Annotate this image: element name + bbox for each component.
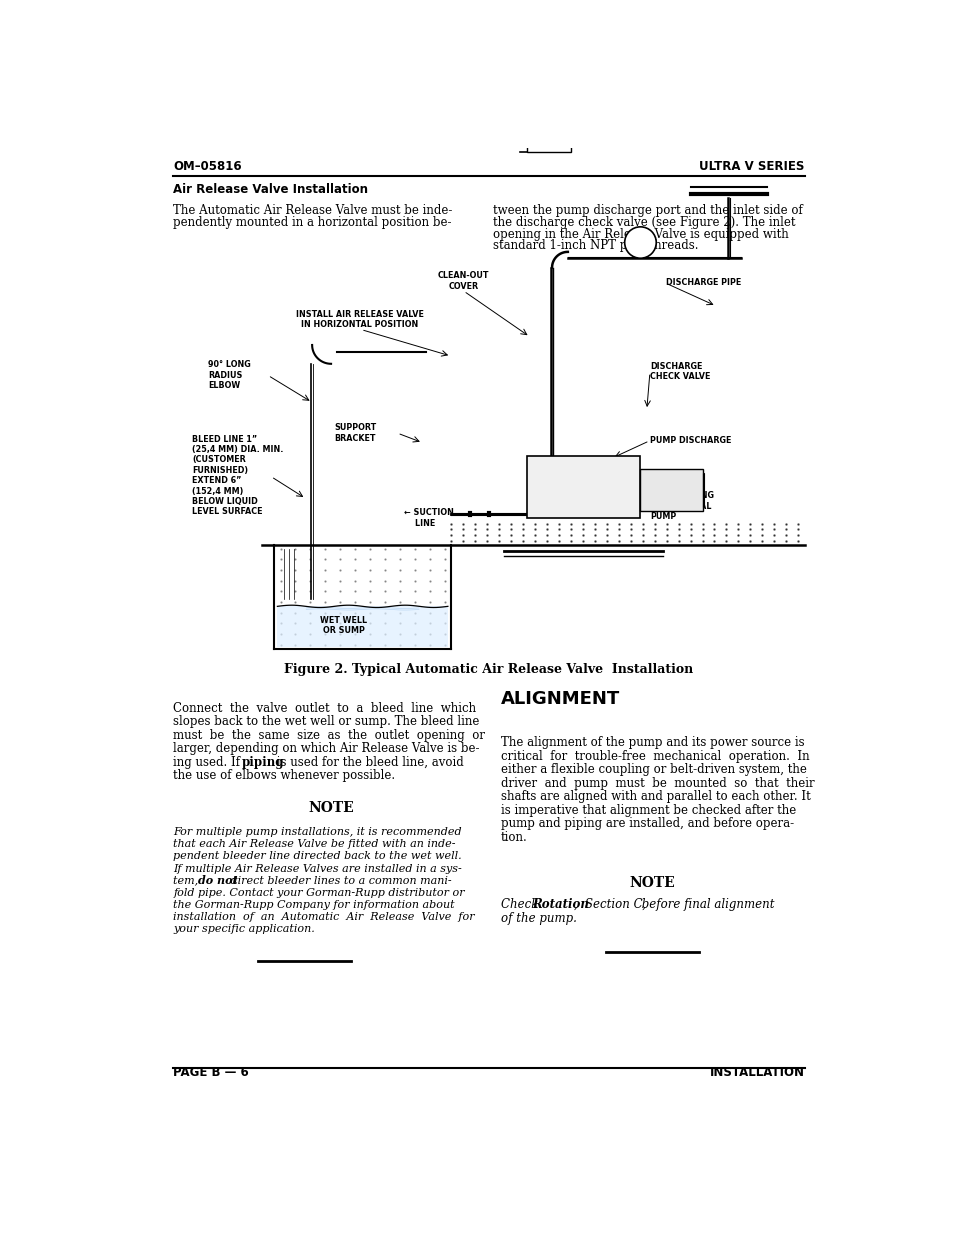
Bar [173,268,803,652]
Text: slopes back to the wet well or sump. The bleed line: slopes back to the wet well or sump. The… [173,715,479,729]
Text: either a flexible coupling or belt-driven system, the: either a flexible coupling or belt-drive… [500,763,805,777]
Text: INSTALLATION: INSTALLATION [709,1066,803,1079]
Text: SELF-PRIMING
CENTRIFUGAL
PUMP: SELF-PRIMING CENTRIFUGAL PUMP [649,492,713,521]
Text: piping: piping [241,756,284,768]
Bar [526,137,571,152]
Text: Check: Check [500,898,541,911]
Text: pendent bleeder line directed back to the wet well.: pendent bleeder line directed back to th… [173,851,461,861]
Text: PAGE B — 6: PAGE B — 6 [173,1066,249,1079]
Text: larger, depending on which Air Release Valve is be-: larger, depending on which Air Release V… [173,742,479,756]
Text: SUPPORT
BRACKET: SUPPORT BRACKET [334,424,376,443]
Text: PUMP DISCHARGE: PUMP DISCHARGE [649,436,731,446]
Text: your specific application.: your specific application. [173,924,314,935]
Text: is used for the bleed line, avoid: is used for the bleed line, avoid [274,756,463,768]
Text: Rotation: Rotation [532,898,588,911]
Text: the use of elbows whenever possible.: the use of elbows whenever possible. [173,769,395,782]
Text: fold pipe. Contact your Gorman-Rupp distributor or: fold pipe. Contact your Gorman-Rupp dist… [173,888,464,898]
Text: of the pump.: of the pump. [500,911,576,925]
Text: NOTE: NOTE [629,876,675,889]
Text: If multiple Air Release Valves are installed in a sys-: If multiple Air Release Valves are insta… [173,863,461,873]
Text: DISCHARGE
CHECK VALVE: DISCHARGE CHECK VALVE [649,362,710,382]
Text: tem,: tem, [173,876,202,885]
Text: pump and piping are installed, and before opera-: pump and piping are installed, and befor… [500,818,793,830]
Text: do not: do not [197,874,237,885]
Text: Air Release Valve Installation: Air Release Valve Installation [173,183,368,196]
Text: tween the pump discharge port and the inlet side of: tween the pump discharge port and the in… [493,204,801,216]
Text: direct bleeder lines to a common mani-: direct bleeder lines to a common mani- [227,876,451,885]
Text: shafts are aligned with and parallel to each other. It: shafts are aligned with and parallel to … [500,790,809,804]
Text: opening in the Air Release Valve is equipped with: opening in the Air Release Valve is equi… [493,227,788,241]
Text: ALIGNMENT: ALIGNMENT [500,690,619,708]
Bar [526,456,639,517]
Text: For multiple pump installations, it is recommended: For multiple pump installations, it is r… [173,827,461,837]
Text: is imperative that alignment be checked after the: is imperative that alignment be checked … [500,804,795,816]
Text: driver  and  pump  must  be  mounted  so  that  their: driver and pump must be mounted so that … [500,777,813,790]
Text: ,: , [574,898,581,911]
Text: CLEAN-OUT
COVER: CLEAN-OUT COVER [437,272,489,290]
Text: the discharge check valve (see Figure 2). The inlet: the discharge check valve (see Figure 2)… [493,216,795,228]
Text: must  be  the  same  size  as  the  outlet  opening  or: must be the same size as the outlet open… [173,729,485,742]
Text: NOTE: NOTE [308,802,354,815]
Text: BLEED LINE 1”
(25,4 MM) DIA. MIN.
(CUSTOMER
FURNISHED)
EXTEND 6”
(152,4 MM)
BELO: BLEED LINE 1” (25,4 MM) DIA. MIN. (CUSTO… [192,435,283,516]
Text: ULTRA V SERIES: ULTRA V SERIES [699,159,803,173]
Text: DISCHARGE PIPE: DISCHARGE PIPE [665,278,740,288]
Text: WET WELL
OR SUMP: WET WELL OR SUMP [320,616,367,635]
Text: before final alignment: before final alignment [637,898,773,911]
Text: The Automatic Air Release Valve must be inde-: The Automatic Air Release Valve must be … [173,204,452,216]
Circle shape [624,227,656,258]
Text: The alignment of the pump and its power source is: The alignment of the pump and its power … [500,736,803,750]
Text: that each Air Release Valve be fitted with an inde-: that each Air Release Valve be fitted wi… [173,840,456,850]
Text: ing used. If: ing used. If [173,756,244,768]
Bar [277,606,447,647]
Text: Figure 2. Typical Automatic Air Release Valve  Installation: Figure 2. Typical Automatic Air Release … [284,663,693,677]
Text: the Gorman-Rupp Company for information about: the Gorman-Rupp Company for information … [173,900,455,910]
Text: Section C,: Section C, [584,898,645,911]
Text: pendently mounted in a horizontal position be-: pendently mounted in a horizontal positi… [173,216,452,228]
Text: tion.: tion. [500,831,527,844]
Text: critical  for  trouble-free  mechanical  operation.  In: critical for trouble-free mechanical ope… [500,750,808,763]
Text: INSTALL AIR RELEASE VALVE
IN HORIZONTAL POSITION: INSTALL AIR RELEASE VALVE IN HORIZONTAL … [295,310,423,330]
Text: Connect  the  valve  outlet  to  a  bleed  line  which: Connect the valve outlet to a bleed line… [173,701,476,715]
Text: installation  of  an  Automatic  Air  Release  Valve  for: installation of an Automatic Air Release… [173,913,475,923]
Bar [639,469,702,511]
Text: standard 1-inch NPT pipe threads.: standard 1-inch NPT pipe threads. [493,240,698,252]
Text: 90° LONG
RADIUS
ELBOW: 90° LONG RADIUS ELBOW [208,361,251,390]
Text: OM–05816: OM–05816 [173,159,242,173]
Text: ← SUCTION
    LINE: ← SUCTION LINE [403,508,453,527]
